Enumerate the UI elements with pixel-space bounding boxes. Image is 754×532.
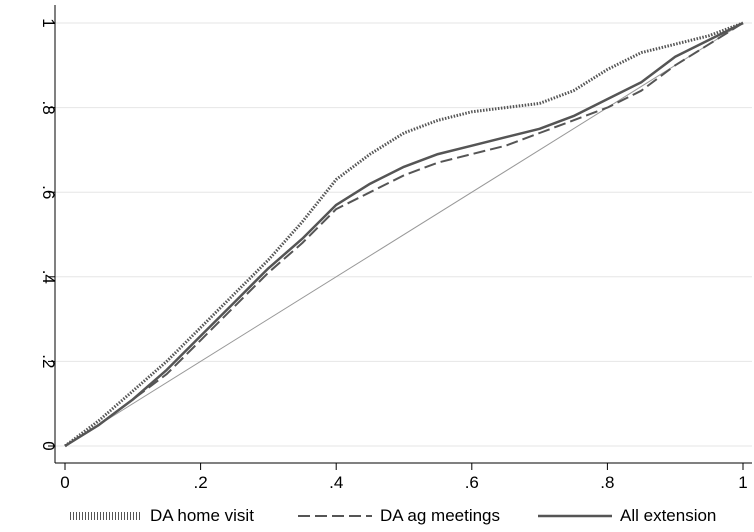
legend-label: DA home visit — [150, 506, 254, 525]
legend: DA home visit DA ag meetings All extension — [70, 506, 716, 525]
x-tick-label: 1 — [738, 473, 747, 492]
x-tick-label: .8 — [600, 473, 614, 492]
y-tick-label: 1 — [39, 18, 58, 27]
y-tick-label: .2 — [39, 354, 58, 368]
y-tick-label: 0 — [39, 441, 58, 450]
axes — [54, 5, 752, 464]
x-tick-label: .6 — [465, 473, 479, 492]
y-tick-label: .6 — [39, 185, 58, 199]
legend-label: DA ag meetings — [380, 506, 500, 525]
grid-lines — [55, 22, 752, 447]
reference-diagonal-line — [64, 22, 744, 447]
y-tick-label: .8 — [39, 101, 58, 115]
series-line-da-ag-meetings — [64, 22, 744, 447]
y-tick-label: .4 — [39, 270, 58, 284]
x-axis-ticks: 0 .2 .4 .6 .8 1 — [60, 463, 748, 492]
y-axis-ticks: 0 .2 .4 .6 .8 1 — [39, 18, 58, 450]
x-tick-label: .4 — [329, 473, 343, 492]
x-tick-label: 0 — [60, 473, 69, 492]
series-line-all-extension — [64, 21, 744, 448]
series-line-da-home-visit — [64, 21, 744, 448]
x-tick-label: .2 — [194, 473, 208, 492]
reference-line — [64, 22, 744, 447]
legend-label: All extension — [620, 506, 716, 525]
series-lines — [64, 21, 744, 448]
